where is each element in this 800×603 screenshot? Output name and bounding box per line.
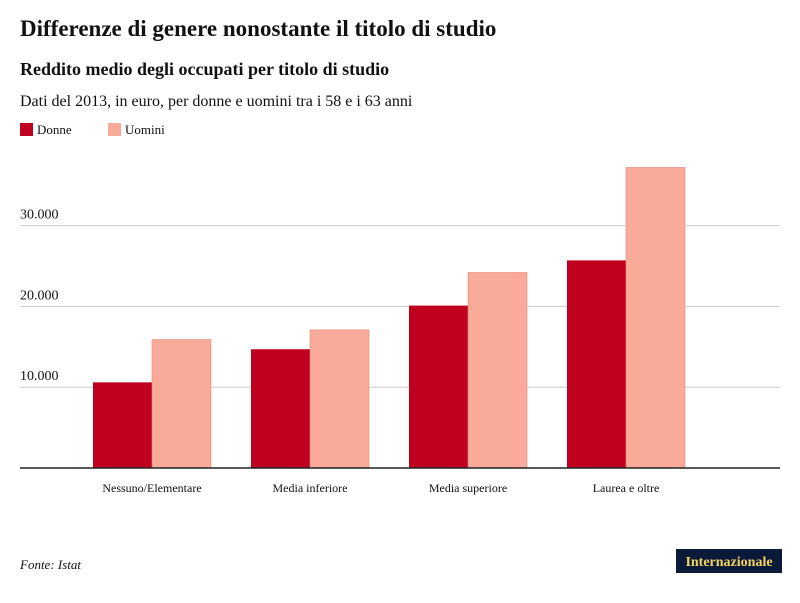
brand: Internazionale — [685, 555, 772, 570]
bar — [625, 167, 686, 469]
bar — [251, 349, 310, 468]
bar — [93, 382, 152, 468]
legend-label: Donne — [37, 122, 72, 137]
chart-title: Differenze di genere nonostante il titol… — [20, 16, 496, 41]
legend-swatch — [20, 123, 33, 136]
legend-swatch — [108, 123, 121, 136]
bar — [409, 305, 468, 468]
source: Fonte: Istat — [19, 557, 81, 572]
legend-label: Uomini — [125, 122, 165, 137]
x-tick-label: Media inferiore — [273, 481, 348, 495]
y-tick-label: 10.000 — [20, 369, 59, 384]
x-tick-label: Laurea e oltre — [593, 481, 660, 495]
x-tick-label: Nessuno/Elementare — [102, 481, 201, 495]
chart-subtitle: Reddito medio degli occupati per titolo … — [20, 59, 389, 79]
brand-box — [676, 549, 782, 573]
y-tick-label: 20.000 — [20, 288, 59, 303]
bar — [151, 339, 212, 469]
y-tick-label: 30.000 — [20, 208, 59, 223]
bar — [567, 260, 626, 468]
chart-description: Dati del 2013, in euro, per donne e uomi… — [20, 93, 413, 110]
x-tick-label: Media superiore — [429, 481, 507, 495]
bar — [467, 272, 528, 469]
bar — [309, 329, 370, 469]
